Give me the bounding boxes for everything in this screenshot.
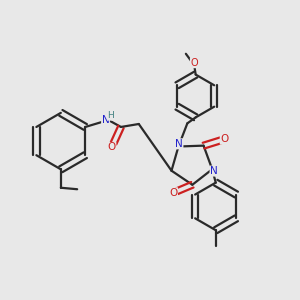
Text: N: N xyxy=(102,115,110,125)
Text: O: O xyxy=(108,142,116,152)
Text: O: O xyxy=(169,188,178,198)
Text: N: N xyxy=(210,166,218,176)
Text: N: N xyxy=(175,139,183,149)
Text: H: H xyxy=(107,111,114,120)
Text: O: O xyxy=(220,134,229,144)
Text: O: O xyxy=(190,58,198,68)
